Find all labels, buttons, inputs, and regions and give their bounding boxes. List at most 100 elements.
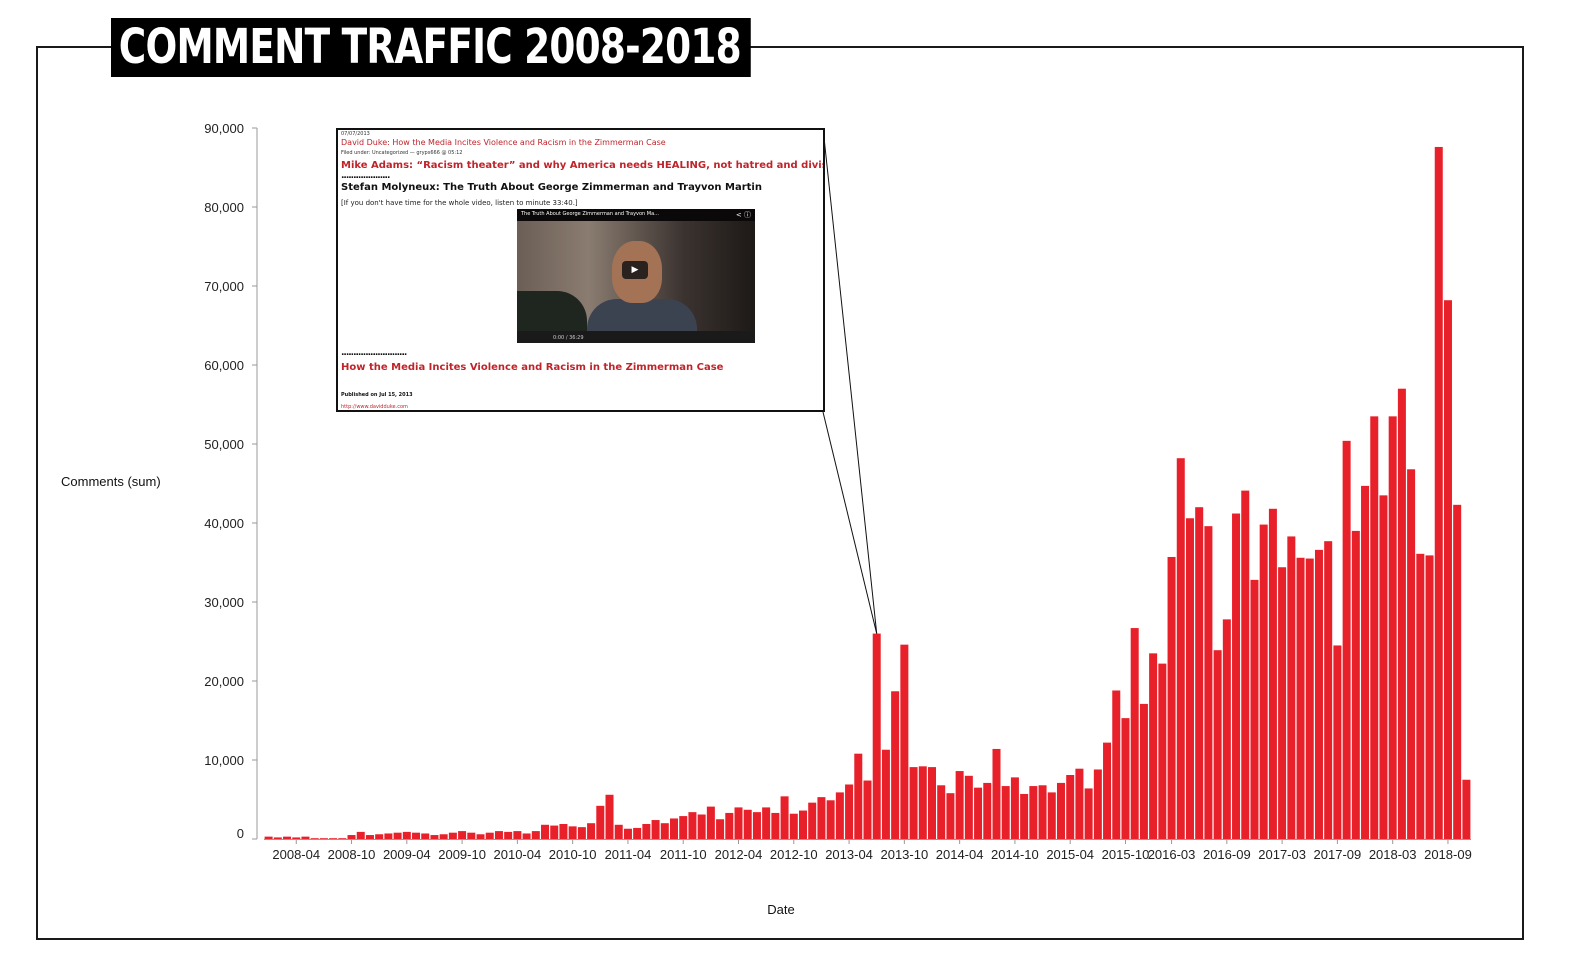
bar	[1268, 508, 1277, 839]
bar	[762, 807, 771, 839]
x-axis: 2008-04 2008-10 2009-04 2009-10 2010-04 2010-…	[264, 839, 1472, 862]
bar	[430, 835, 439, 839]
bar	[1388, 416, 1397, 839]
bar	[1066, 775, 1075, 839]
x-tick-label: 2013-04	[825, 847, 873, 862]
bar	[826, 800, 835, 839]
bar	[568, 826, 577, 839]
bar	[974, 787, 983, 839]
bar	[1241, 490, 1250, 839]
inset-post-title-link[interactable]: David Duke: How the Media Incites Violen…	[341, 138, 666, 147]
bar	[909, 767, 918, 839]
bar	[1443, 300, 1452, 840]
annotation-leader-line	[822, 127, 878, 634]
bar	[642, 823, 651, 839]
bar	[541, 824, 550, 839]
bar	[319, 838, 328, 839]
x-tick-label: 2009-10	[438, 847, 486, 862]
x-tick-label: 2015-10	[1102, 847, 1150, 862]
bar	[421, 833, 430, 839]
x-tick-label: 2010-10	[549, 847, 597, 862]
bar	[845, 784, 854, 839]
bar	[402, 831, 411, 839]
bar	[448, 832, 457, 839]
bar	[964, 775, 973, 839]
bar	[614, 824, 623, 839]
inset-url-link[interactable]: http://www.davidduke.com	[341, 404, 408, 410]
bar	[522, 833, 531, 839]
bar	[835, 792, 844, 839]
x-tick-label: 2016-03	[1148, 847, 1196, 862]
bar	[799, 810, 808, 839]
x-tick-label: 2008-10	[328, 847, 376, 862]
bar	[467, 832, 476, 839]
bar	[1020, 793, 1029, 839]
bar	[679, 816, 688, 839]
bar	[1425, 555, 1434, 839]
play-icon[interactable]: ▶	[622, 261, 648, 279]
bar	[992, 748, 1001, 839]
x-tick-label: 2014-04	[936, 847, 984, 862]
x-tick-label: 2010-04	[494, 847, 542, 862]
bar	[670, 818, 679, 839]
bar	[329, 838, 338, 839]
bar	[1397, 388, 1406, 839]
bar	[633, 827, 642, 839]
y-tick-label: 0	[237, 826, 244, 841]
y-tick-label: 80,000	[204, 200, 244, 215]
bar	[752, 812, 761, 839]
bars-group	[264, 146, 1471, 840]
bar	[1342, 440, 1351, 839]
bar	[1324, 541, 1333, 839]
chart-title: COMMENT TRAFFIC 2008-2018	[111, 18, 751, 77]
inset-note: [If you don't have time for the whole vi…	[341, 199, 578, 207]
bar	[577, 827, 586, 839]
bar	[1084, 788, 1093, 839]
bar	[1222, 619, 1231, 839]
bar	[587, 823, 596, 839]
video-controls[interactable]: 0:00 / 36:29	[517, 331, 755, 343]
bar	[1314, 549, 1323, 839]
bar	[1361, 485, 1370, 839]
bar	[1195, 507, 1204, 839]
bar	[513, 831, 522, 839]
bar	[494, 831, 503, 839]
bar	[1093, 769, 1102, 839]
bar	[918, 766, 927, 839]
y-tick-label: 30,000	[204, 595, 244, 610]
bar	[1158, 663, 1167, 839]
x-tick-label: 2015-04	[1046, 847, 1094, 862]
bar	[1029, 786, 1038, 839]
bar	[365, 835, 374, 839]
bar	[725, 812, 734, 839]
bar	[1232, 513, 1241, 839]
bar	[808, 802, 817, 839]
bar	[393, 832, 402, 839]
bar	[937, 785, 946, 839]
bar	[347, 835, 356, 839]
bar	[688, 812, 697, 839]
bar	[623, 828, 632, 839]
inset-headline-3[interactable]: How the Media Incites Violence and Racis…	[341, 362, 724, 373]
bar	[817, 797, 826, 839]
bar	[789, 813, 798, 839]
y-axis-title: Comments (sum)	[61, 474, 161, 489]
inset-headline-1[interactable]: Mike Adams: “Racism theater” and why Ame…	[341, 160, 825, 171]
bar	[264, 836, 273, 839]
inset-video-player[interactable]: The Truth About George Zimmerman and Tra…	[517, 209, 755, 343]
y-axis: 0 10,000 20,000 30,000 40,000 50,000 60,000 70,…	[204, 121, 258, 841]
x-tick-label: 2013-10	[880, 847, 928, 862]
share-icon[interactable]: < ⓘ	[735, 211, 751, 219]
bar	[1185, 518, 1194, 839]
bar	[780, 796, 789, 839]
bar	[384, 833, 393, 839]
bar	[1416, 553, 1425, 839]
bar	[891, 691, 900, 839]
bar	[1370, 416, 1379, 839]
bar	[863, 780, 872, 839]
bar	[301, 836, 310, 839]
bar	[1047, 792, 1056, 839]
bar	[476, 834, 485, 839]
bar	[1287, 536, 1296, 839]
bar	[273, 837, 282, 839]
